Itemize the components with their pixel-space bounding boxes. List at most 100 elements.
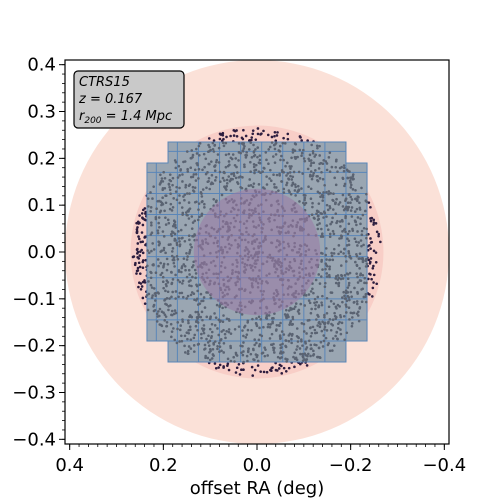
galaxy-point <box>151 294 154 297</box>
galaxy-point <box>322 159 325 162</box>
galaxy-point <box>186 170 190 173</box>
galaxy-point <box>276 355 280 359</box>
galaxy-point <box>197 177 200 180</box>
galaxy-point <box>188 238 191 242</box>
galaxy-point <box>221 320 225 323</box>
galaxy-point <box>213 340 217 343</box>
galaxy-point <box>326 321 330 325</box>
galaxy-point <box>182 195 185 198</box>
galaxy-point <box>212 139 216 142</box>
galaxy-point <box>300 139 303 142</box>
galaxy-point <box>298 347 302 350</box>
galaxy-point <box>356 198 359 201</box>
galaxy-point <box>315 144 319 148</box>
galaxy-point <box>189 338 193 341</box>
galaxy-point <box>344 303 348 306</box>
galaxy-point <box>237 142 241 145</box>
galaxy-point <box>268 177 271 180</box>
cluster-name: CTRS15 <box>79 75 130 90</box>
galaxy-point <box>328 349 332 353</box>
x-tick-label: 0.2 <box>149 455 178 476</box>
galaxy-point <box>276 131 279 134</box>
galaxy-point <box>200 299 203 303</box>
galaxy-point <box>330 165 334 169</box>
galaxy-point <box>277 189 280 192</box>
galaxy-point <box>181 282 184 285</box>
galaxy-point <box>146 197 150 200</box>
galaxy-point <box>325 190 328 194</box>
galaxy-point <box>183 334 187 338</box>
galaxy-point <box>179 169 182 172</box>
galaxy-point <box>346 169 350 173</box>
galaxy-point <box>361 258 365 262</box>
galaxy-point <box>202 331 206 335</box>
galaxy-point <box>161 188 165 192</box>
galaxy-point <box>320 258 324 262</box>
galaxy-point <box>193 200 197 204</box>
galaxy-point <box>342 252 345 255</box>
galaxy-point <box>317 346 321 350</box>
galaxy-point <box>285 360 288 363</box>
galaxy-point <box>318 191 322 195</box>
galaxy-point <box>171 183 174 187</box>
galaxy-point <box>194 179 198 182</box>
galaxy-point <box>271 321 274 325</box>
galaxy-point <box>330 254 334 258</box>
galaxy-point <box>135 229 139 233</box>
galaxy-point <box>244 156 248 159</box>
galaxy-point <box>185 275 189 279</box>
galaxy-point <box>286 172 290 175</box>
galaxy-point <box>294 185 297 189</box>
galaxy-point <box>200 336 203 340</box>
galaxy-point <box>151 197 154 200</box>
galaxy-point <box>265 183 269 186</box>
galaxy-point <box>195 316 199 319</box>
galaxy-point <box>274 153 278 156</box>
galaxy-point <box>345 331 349 335</box>
galaxy-point <box>235 129 238 132</box>
galaxy-point <box>345 244 349 247</box>
galaxy-point <box>323 313 326 317</box>
galaxy-point <box>369 257 373 260</box>
galaxy-point <box>332 302 336 306</box>
galaxy-point <box>258 343 262 346</box>
galaxy-point <box>334 305 338 309</box>
galaxy-point <box>369 205 372 209</box>
galaxy-point <box>251 132 255 136</box>
galaxy-point <box>337 252 340 256</box>
galaxy-point <box>222 351 226 354</box>
galaxy-point <box>213 179 217 182</box>
galaxy-point <box>152 248 156 251</box>
galaxy-point <box>223 171 226 175</box>
galaxy-point <box>353 210 357 213</box>
galaxy-point <box>163 186 167 190</box>
galaxy-point <box>193 298 196 302</box>
galaxy-point <box>358 201 361 205</box>
galaxy-point <box>238 373 242 376</box>
galaxy-point <box>352 301 356 304</box>
galaxy-point <box>229 134 232 138</box>
galaxy-point <box>242 128 245 132</box>
galaxy-point <box>157 221 160 225</box>
galaxy-point <box>271 317 274 320</box>
galaxy-point <box>255 324 259 328</box>
galaxy-point <box>341 277 345 280</box>
galaxy-point <box>212 343 216 346</box>
galaxy-point <box>193 350 196 353</box>
galaxy-point <box>317 273 321 276</box>
x-tick-label: −0.4 <box>422 455 466 476</box>
galaxy-point <box>315 318 318 321</box>
galaxy-point <box>355 223 358 227</box>
galaxy-point <box>219 319 222 322</box>
galaxy-point <box>137 285 140 289</box>
galaxy-point <box>156 231 160 235</box>
galaxy-point <box>284 339 288 342</box>
galaxy-point <box>235 354 239 357</box>
galaxy-point <box>296 190 299 194</box>
galaxy-point <box>352 311 356 315</box>
galaxy-point <box>356 275 359 279</box>
galaxy-point <box>341 177 345 181</box>
galaxy-point <box>354 197 357 201</box>
galaxy-point <box>137 237 141 241</box>
galaxy-point <box>213 144 216 147</box>
